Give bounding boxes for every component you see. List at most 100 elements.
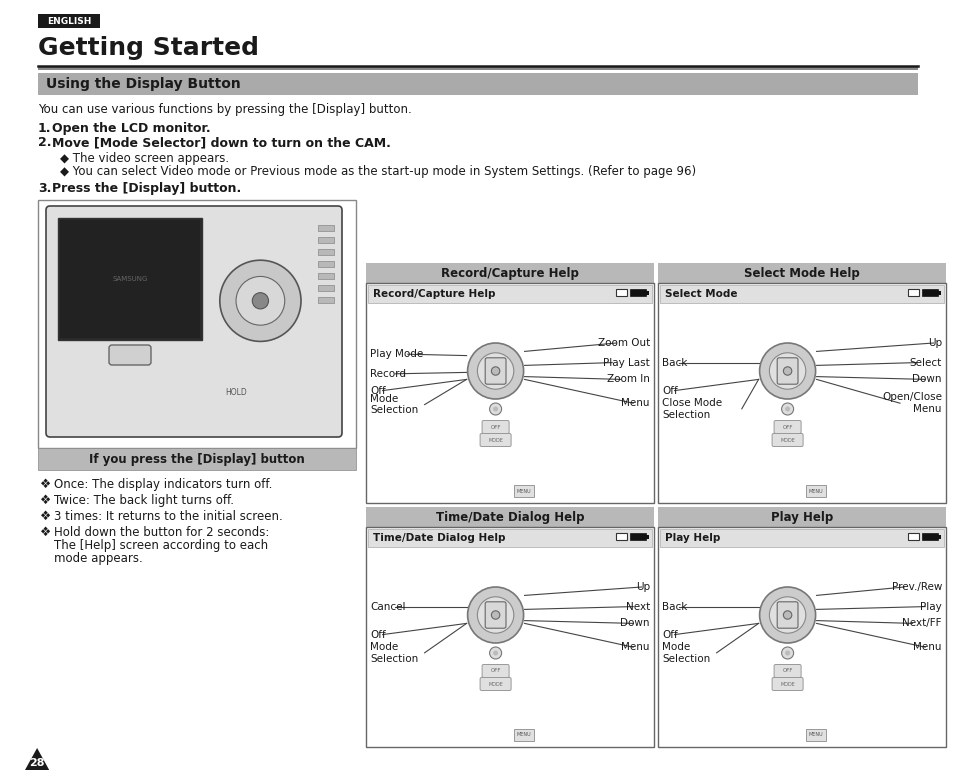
Bar xyxy=(366,263,654,283)
Text: Twice: The back light turns off.: Twice: The back light turns off. xyxy=(54,494,233,507)
Circle shape xyxy=(467,343,523,399)
FancyBboxPatch shape xyxy=(485,602,505,628)
Text: Next/FF: Next/FF xyxy=(902,619,941,629)
Text: MODE: MODE xyxy=(488,682,502,686)
Bar xyxy=(616,289,626,296)
Circle shape xyxy=(781,647,793,659)
Text: Play: Play xyxy=(920,601,941,612)
Circle shape xyxy=(493,407,497,411)
Bar xyxy=(629,289,645,296)
Text: Play Help: Play Help xyxy=(770,510,832,523)
Bar xyxy=(659,285,943,303)
Text: Mode
Selection: Mode Selection xyxy=(661,642,709,664)
Text: Getting Started: Getting Started xyxy=(38,36,258,60)
Circle shape xyxy=(252,293,268,309)
Text: MENU: MENU xyxy=(516,732,531,738)
Circle shape xyxy=(476,597,514,633)
Bar xyxy=(937,291,940,294)
Polygon shape xyxy=(25,748,50,770)
Text: 3 times: It returns to the initial screen.: 3 times: It returns to the initial scree… xyxy=(54,510,282,523)
Text: OFF: OFF xyxy=(490,668,500,674)
Text: Time/Date Dialog Help: Time/Date Dialog Help xyxy=(373,533,505,543)
Text: Zoom Out: Zoom Out xyxy=(598,338,649,348)
Text: Prev./Rew: Prev./Rew xyxy=(891,582,941,592)
Bar xyxy=(317,225,334,231)
Bar xyxy=(645,534,648,538)
Text: ENGLISH: ENGLISH xyxy=(47,16,91,26)
Text: Open/Close
Menu: Open/Close Menu xyxy=(882,393,941,414)
Text: MENU: MENU xyxy=(807,488,822,494)
Bar xyxy=(513,485,533,497)
Text: If you press the [Display] button: If you press the [Display] button xyxy=(89,453,305,466)
Text: You can use various functions by pressing the [Display] button.: You can use various functions by pressin… xyxy=(38,103,412,116)
Text: Off: Off xyxy=(661,386,677,396)
Bar xyxy=(804,729,824,741)
Bar xyxy=(921,533,937,540)
Circle shape xyxy=(467,587,523,643)
FancyBboxPatch shape xyxy=(777,358,797,384)
Text: HOLD: HOLD xyxy=(225,388,247,397)
Bar xyxy=(58,218,202,340)
Circle shape xyxy=(768,353,805,390)
Text: Record/Capture Help: Record/Capture Help xyxy=(373,289,495,299)
Bar xyxy=(937,534,940,538)
Text: Off: Off xyxy=(370,629,385,640)
Circle shape xyxy=(493,650,497,655)
Text: Select: Select xyxy=(909,358,941,368)
Text: Record: Record xyxy=(370,368,406,379)
Circle shape xyxy=(782,611,791,619)
Text: 1.: 1. xyxy=(38,122,51,135)
Text: Cancel: Cancel xyxy=(370,601,405,612)
Circle shape xyxy=(219,260,301,341)
Bar xyxy=(513,729,533,741)
Bar xyxy=(616,533,626,540)
Text: 3.: 3. xyxy=(38,182,51,195)
Text: Open the LCD monitor.: Open the LCD monitor. xyxy=(52,122,211,135)
Text: Zoom In: Zoom In xyxy=(606,375,649,384)
Bar xyxy=(659,529,943,547)
Text: SAMSUNG: SAMSUNG xyxy=(112,276,148,282)
FancyBboxPatch shape xyxy=(481,664,509,678)
Text: Time/Date Dialog Help: Time/Date Dialog Help xyxy=(436,510,583,523)
Bar xyxy=(907,289,918,296)
Bar xyxy=(366,283,654,503)
Text: ◆ You can select Video mode or Previous mode as the start-up mode in System Sett: ◆ You can select Video mode or Previous … xyxy=(60,165,696,178)
Text: MODE: MODE xyxy=(488,438,502,442)
Circle shape xyxy=(784,650,789,655)
Text: Up: Up xyxy=(927,338,941,348)
Bar xyxy=(60,220,200,338)
Circle shape xyxy=(489,647,501,659)
Text: Play Help: Play Help xyxy=(664,533,720,543)
Text: OFF: OFF xyxy=(781,425,792,429)
Text: MENU: MENU xyxy=(516,488,531,494)
Text: OFF: OFF xyxy=(490,425,500,429)
Text: Back: Back xyxy=(661,601,687,612)
Text: ◆ The video screen appears.: ◆ The video screen appears. xyxy=(60,152,229,165)
FancyBboxPatch shape xyxy=(109,345,151,365)
FancyBboxPatch shape xyxy=(773,664,801,678)
Circle shape xyxy=(476,353,514,390)
Text: MODE: MODE xyxy=(780,682,794,686)
Circle shape xyxy=(489,403,501,415)
Bar xyxy=(38,73,917,95)
FancyBboxPatch shape xyxy=(771,433,802,446)
Text: ❖: ❖ xyxy=(40,478,51,491)
Bar xyxy=(921,289,937,296)
Text: Menu: Menu xyxy=(913,642,941,652)
Bar xyxy=(366,507,654,527)
Bar xyxy=(366,527,654,747)
Text: Down: Down xyxy=(619,619,649,629)
Text: 28: 28 xyxy=(30,759,45,768)
Text: ❖: ❖ xyxy=(40,494,51,507)
Text: Once: The display indicators turn off.: Once: The display indicators turn off. xyxy=(54,478,273,491)
Text: Menu: Menu xyxy=(620,642,649,652)
Text: Hold down the button for 2 seconds:: Hold down the button for 2 seconds: xyxy=(54,526,269,539)
Text: 2.: 2. xyxy=(38,136,51,149)
Text: Select Mode: Select Mode xyxy=(664,289,737,299)
FancyBboxPatch shape xyxy=(771,678,802,690)
Bar xyxy=(645,291,648,294)
Text: Select Mode Help: Select Mode Help xyxy=(743,266,859,280)
Text: MODE: MODE xyxy=(780,438,794,442)
Bar xyxy=(368,285,651,303)
Bar xyxy=(804,485,824,497)
